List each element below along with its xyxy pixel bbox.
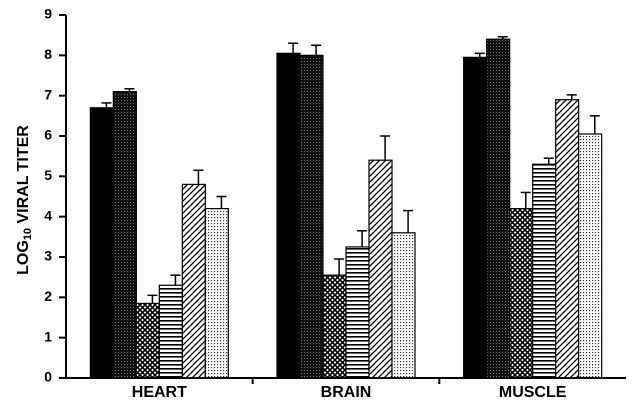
bar xyxy=(532,163,557,379)
y-tick-label: 6 xyxy=(44,127,52,143)
bar xyxy=(368,159,393,379)
bar xyxy=(112,91,137,379)
y-tick-label: 3 xyxy=(44,248,52,264)
bar xyxy=(345,246,370,379)
x-tick-label: BRAIN xyxy=(321,384,372,401)
y-tick-label: 7 xyxy=(44,86,52,102)
bar xyxy=(158,284,183,379)
y-tick-label: 2 xyxy=(44,288,52,304)
y-tick-label: 8 xyxy=(44,46,52,62)
bar xyxy=(204,208,229,379)
bar xyxy=(391,232,416,379)
y-tick-label: 9 xyxy=(44,6,52,22)
bar xyxy=(181,183,206,379)
bar xyxy=(509,208,534,379)
x-tick-label: MUSCLE xyxy=(499,384,567,401)
bar xyxy=(135,302,160,379)
y-label-rest: VIRAL TITER xyxy=(15,125,32,228)
bar xyxy=(578,133,603,379)
bar xyxy=(463,56,488,379)
bar xyxy=(322,274,347,379)
bar xyxy=(276,52,301,379)
x-tick-label: HEART xyxy=(132,384,187,401)
y-label-sub: 10 xyxy=(22,228,34,240)
bar xyxy=(299,54,324,379)
y-axis-label: LOG10 VIRAL TITER xyxy=(15,125,34,275)
bar xyxy=(89,107,114,379)
y-tick-label: 1 xyxy=(44,328,52,344)
y-tick-label: 4 xyxy=(44,207,52,223)
y-label-main: LOG xyxy=(15,240,32,275)
bar xyxy=(555,99,580,379)
bar xyxy=(486,38,511,379)
y-tick-label: 5 xyxy=(44,167,52,183)
y-tick-label: 0 xyxy=(44,369,52,385)
